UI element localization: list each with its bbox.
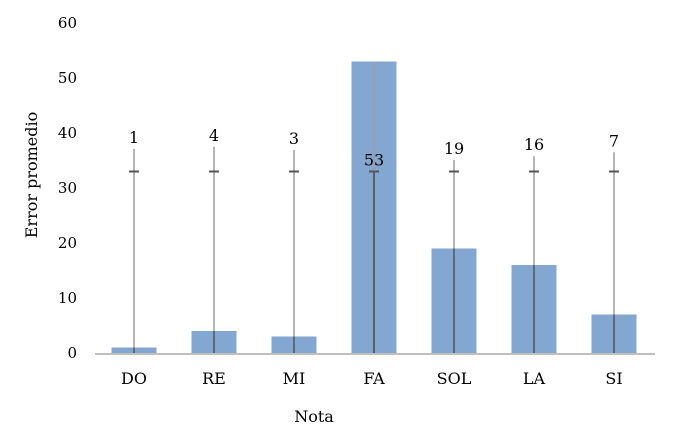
y-tick-label: 30 [58,179,77,197]
y-tick-label: 50 [58,69,77,87]
x-tick-label: RE [202,369,226,388]
x-tick-label: MI [283,369,306,388]
y-axis-ticks: 0 10 20 30 40 50 60 [58,14,77,362]
x-tick-label: FA [363,369,385,388]
data-label: 19 [444,139,464,158]
data-label: 1 [129,128,139,147]
x-axis-ticks: DO RE MI FA SOL LA SI [121,369,623,388]
y-tick-label: 0 [67,344,77,362]
y-tick-label: 40 [58,124,77,142]
y-axis-title: Error promedio [22,112,41,239]
data-label: 3 [289,129,299,148]
data-labels: 1 4 3 53 19 16 7 [129,126,619,170]
x-tick-label: LA [523,369,546,388]
data-label: 16 [524,135,544,154]
y-tick-label: 20 [58,234,77,252]
x-tick-label: DO [121,369,147,388]
x-tick-label: SOL [437,369,472,388]
data-label: 53 [364,151,384,170]
x-axis-title: Nota [294,407,334,426]
y-tick-label: 10 [58,289,77,307]
x-tick-label: SI [605,369,622,388]
y-tick-label: 60 [58,14,77,32]
data-label: 7 [609,131,619,150]
data-label: 4 [209,126,219,145]
error-bars [129,61,619,353]
